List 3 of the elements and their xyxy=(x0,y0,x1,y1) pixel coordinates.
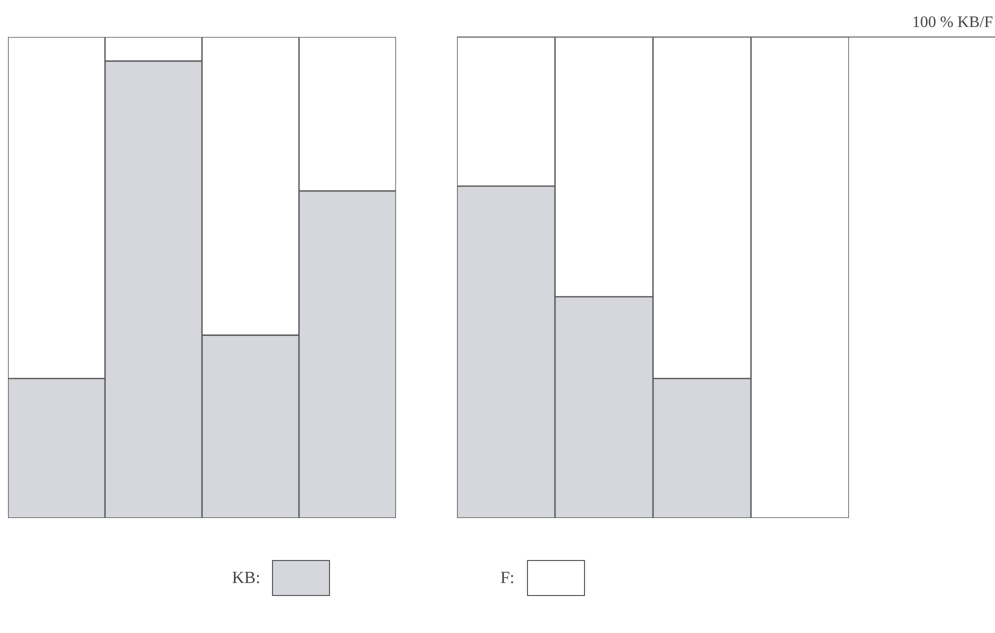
legend-label: F: xyxy=(500,568,515,588)
ref-line-label: 100 % KB/F xyxy=(912,14,994,32)
text: KB: xyxy=(232,568,260,588)
